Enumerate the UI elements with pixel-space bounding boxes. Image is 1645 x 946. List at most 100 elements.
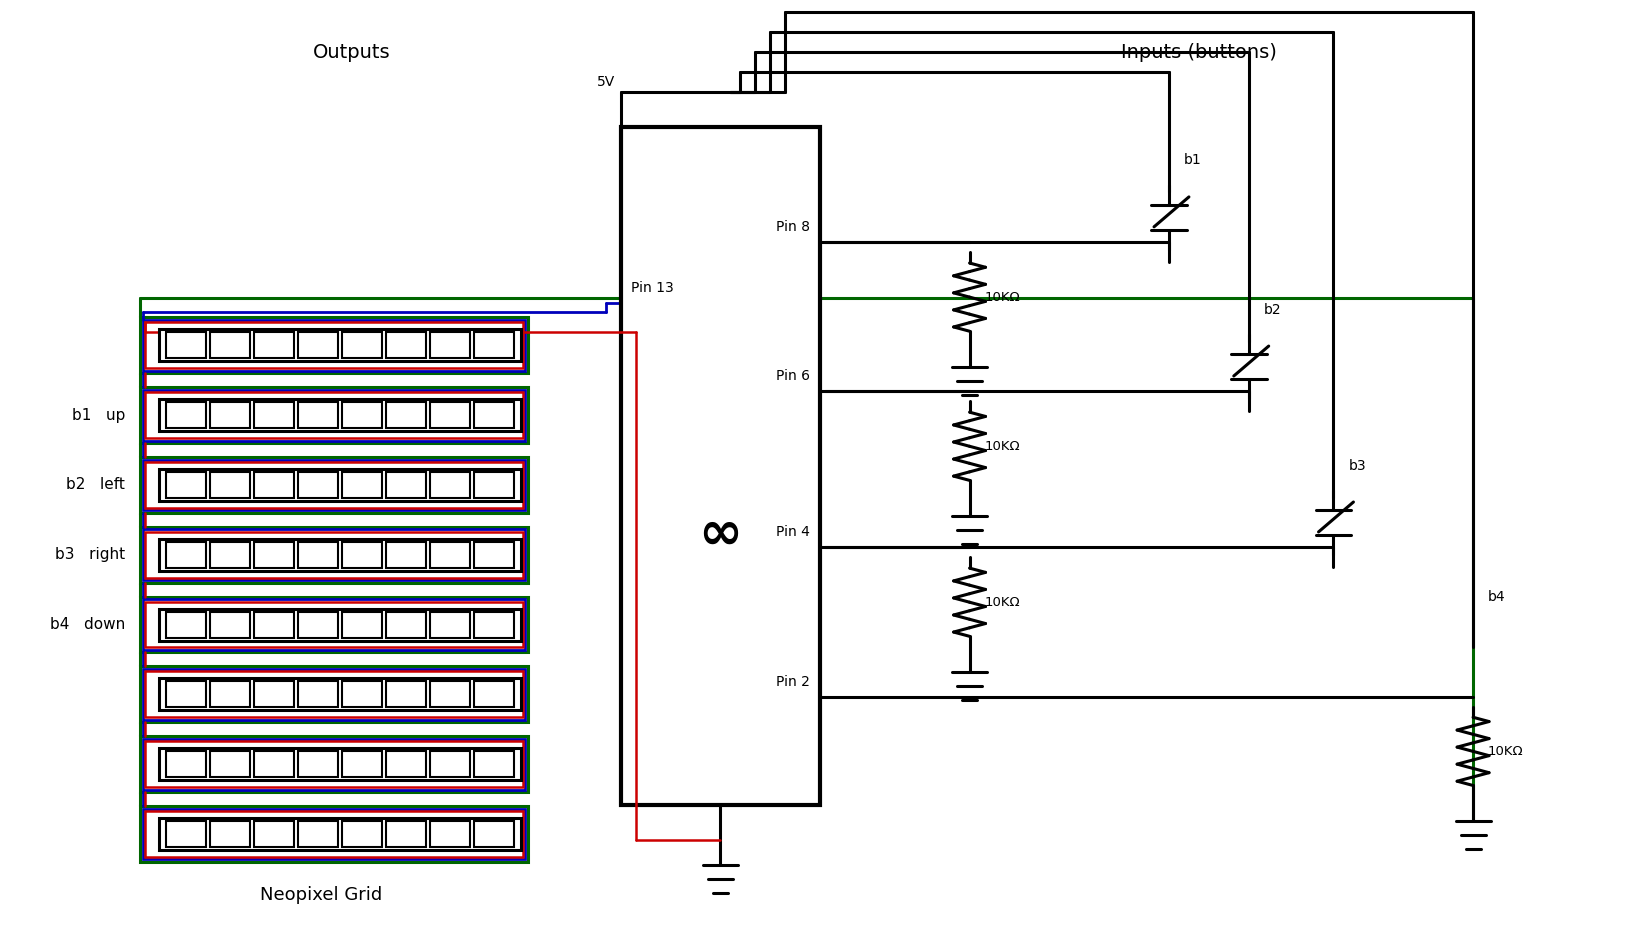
Bar bbox=[387, 542, 426, 568]
Bar bbox=[145, 393, 523, 438]
Bar bbox=[342, 332, 382, 359]
Text: b4   down: b4 down bbox=[49, 617, 125, 632]
Text: b1   up: b1 up bbox=[72, 408, 125, 423]
Bar bbox=[342, 821, 382, 847]
Bar bbox=[342, 681, 382, 708]
Bar bbox=[298, 821, 337, 847]
Bar bbox=[342, 402, 382, 429]
Bar bbox=[166, 472, 206, 498]
Text: ∞: ∞ bbox=[697, 508, 742, 560]
Bar bbox=[387, 681, 426, 708]
Bar bbox=[253, 472, 294, 498]
Text: Pin 6: Pin 6 bbox=[776, 370, 809, 383]
Bar bbox=[140, 457, 528, 513]
Bar bbox=[140, 666, 528, 722]
Bar bbox=[143, 599, 525, 650]
Bar bbox=[140, 736, 528, 792]
Bar bbox=[143, 739, 525, 790]
Bar bbox=[160, 539, 521, 570]
Text: Pin 2: Pin 2 bbox=[776, 674, 809, 689]
Bar bbox=[160, 748, 521, 780]
Bar bbox=[620, 127, 819, 805]
Bar bbox=[429, 472, 470, 498]
Bar bbox=[211, 751, 250, 777]
Bar bbox=[166, 542, 206, 568]
Bar bbox=[211, 472, 250, 498]
Bar bbox=[166, 681, 206, 708]
Bar bbox=[140, 597, 528, 653]
Text: Pin 13: Pin 13 bbox=[630, 281, 673, 295]
Bar bbox=[166, 751, 206, 777]
Bar bbox=[143, 669, 525, 720]
Bar bbox=[387, 472, 426, 498]
Bar bbox=[387, 402, 426, 429]
Bar bbox=[166, 402, 206, 429]
Bar bbox=[145, 532, 523, 578]
Text: b2   left: b2 left bbox=[66, 478, 125, 493]
Bar bbox=[140, 527, 528, 583]
Bar bbox=[474, 332, 513, 359]
Bar bbox=[474, 402, 513, 429]
Bar bbox=[474, 821, 513, 847]
Bar bbox=[253, 542, 294, 568]
Bar bbox=[253, 751, 294, 777]
Bar bbox=[145, 742, 523, 787]
Bar bbox=[474, 751, 513, 777]
Bar bbox=[298, 332, 337, 359]
Bar bbox=[211, 402, 250, 429]
Bar bbox=[140, 318, 528, 374]
Text: b1: b1 bbox=[1184, 153, 1202, 167]
Bar bbox=[143, 320, 525, 371]
Bar bbox=[143, 530, 525, 580]
Bar bbox=[474, 472, 513, 498]
Bar bbox=[145, 323, 523, 368]
Text: Inputs (buttons): Inputs (buttons) bbox=[1120, 43, 1277, 61]
Text: 10KΩ: 10KΩ bbox=[1489, 745, 1523, 758]
Bar bbox=[253, 402, 294, 429]
Bar bbox=[298, 472, 337, 498]
Bar bbox=[160, 329, 521, 361]
Bar bbox=[253, 821, 294, 847]
Text: b2: b2 bbox=[1263, 303, 1281, 317]
Bar bbox=[145, 602, 523, 647]
Bar bbox=[342, 612, 382, 638]
Text: Outputs: Outputs bbox=[313, 43, 390, 61]
Bar bbox=[387, 332, 426, 359]
Bar bbox=[429, 402, 470, 429]
Bar bbox=[166, 821, 206, 847]
Bar bbox=[429, 332, 470, 359]
Bar bbox=[474, 612, 513, 638]
Bar bbox=[143, 390, 525, 441]
Text: b4: b4 bbox=[1489, 590, 1505, 604]
Bar bbox=[211, 821, 250, 847]
Bar bbox=[298, 681, 337, 708]
Bar bbox=[342, 472, 382, 498]
Bar bbox=[253, 681, 294, 708]
Bar bbox=[211, 612, 250, 638]
Bar bbox=[429, 821, 470, 847]
Bar bbox=[145, 811, 523, 857]
Bar bbox=[160, 678, 521, 710]
Text: Pin 8: Pin 8 bbox=[776, 220, 809, 235]
Bar bbox=[253, 612, 294, 638]
Bar bbox=[211, 332, 250, 359]
Bar bbox=[298, 751, 337, 777]
Text: 10KΩ: 10KΩ bbox=[984, 290, 1020, 304]
Bar bbox=[160, 818, 521, 850]
Bar bbox=[253, 332, 294, 359]
Text: Pin 4: Pin 4 bbox=[776, 525, 809, 539]
Bar bbox=[298, 402, 337, 429]
Text: 5V: 5V bbox=[597, 75, 615, 89]
Bar bbox=[160, 608, 521, 640]
Bar bbox=[166, 612, 206, 638]
Bar bbox=[429, 612, 470, 638]
Bar bbox=[387, 751, 426, 777]
Text: 10KΩ: 10KΩ bbox=[984, 440, 1020, 453]
Text: Neopixel Grid: Neopixel Grid bbox=[260, 885, 383, 903]
Bar bbox=[429, 681, 470, 708]
Text: 10KΩ: 10KΩ bbox=[984, 596, 1020, 608]
Bar bbox=[211, 542, 250, 568]
Bar bbox=[474, 681, 513, 708]
Bar bbox=[342, 542, 382, 568]
Bar bbox=[140, 387, 528, 443]
